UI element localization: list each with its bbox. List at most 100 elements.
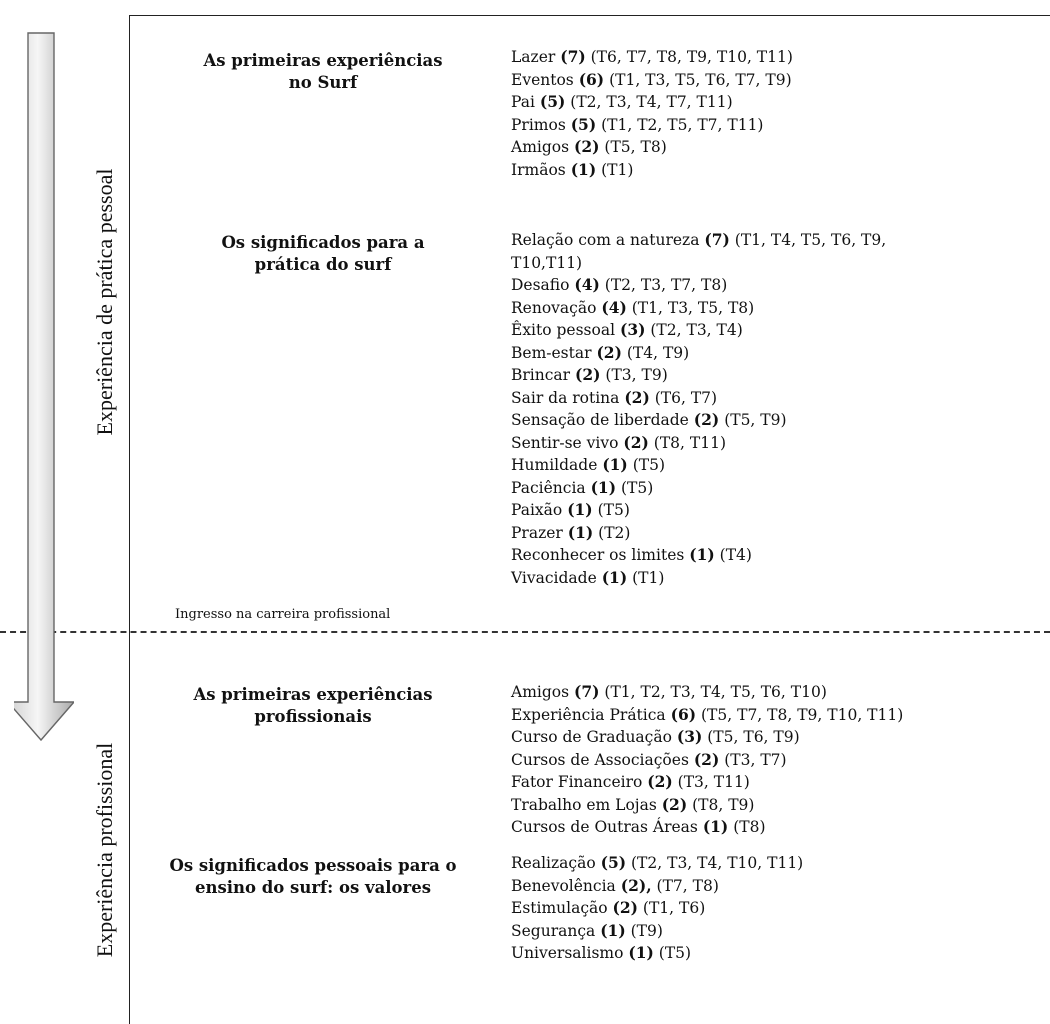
list-item: Irmãos (1) (T1) bbox=[511, 159, 793, 182]
item-count: (1) bbox=[600, 920, 626, 940]
item-refs: (T4) bbox=[719, 546, 752, 564]
item-count: (7) bbox=[574, 682, 600, 701]
item-name: Fator Financeiro bbox=[511, 773, 643, 791]
item-refs: (T2, T3, T4, T7, T11) bbox=[570, 93, 733, 111]
item-refs: (T5) bbox=[620, 478, 654, 497]
item-refs: (T1, T3, T5, T8) bbox=[631, 298, 755, 317]
item-name: Vivacidade bbox=[511, 568, 597, 587]
heading-meanings-surf-practice: Os significados para a prática do surf bbox=[158, 232, 488, 276]
item-refs: (T1) bbox=[601, 160, 634, 179]
list-item: Relação com a natureza (7) (T1, T4, T5, … bbox=[511, 229, 886, 274]
item-name: Cursos de Outras Áreas bbox=[511, 818, 698, 836]
item-count: (1) bbox=[590, 477, 617, 497]
item-refs: (T5, T9) bbox=[724, 411, 787, 429]
item-name: Sair da rotina bbox=[511, 388, 620, 407]
item-name: Êxito pessoal bbox=[511, 321, 616, 339]
item-refs: (T5, T7, T8, T9, T10, T11) bbox=[701, 705, 904, 724]
item-count: (3) bbox=[676, 727, 703, 746]
item-name: Bem-estar bbox=[511, 343, 592, 362]
frame-top-border bbox=[129, 15, 1050, 16]
item-refs: (T8, T11) bbox=[653, 433, 727, 452]
item-name: Prazer bbox=[511, 523, 563, 542]
item-refs: (T3, T9) bbox=[605, 366, 668, 384]
heading-first-surf-experiences-text: As primeiras experiências no Surf bbox=[203, 51, 443, 92]
item-refs: (T1, T4, T5, T6, T9, T10,T11) bbox=[511, 231, 887, 272]
item-name: Brincar bbox=[511, 366, 571, 384]
item-count: (3) bbox=[619, 320, 646, 339]
list-item: Primos (5) (T1, T2, T5, T7, T11) bbox=[511, 114, 793, 137]
axis-label-personal-practice: Experiência de prática pessoal bbox=[92, 168, 117, 436]
item-count: (6) bbox=[578, 69, 605, 89]
item-refs: (T1, T2, T3, T4, T5, T6, T10) bbox=[604, 683, 827, 701]
list-item: Cursos de Associações (2) (T3, T7) bbox=[511, 749, 903, 772]
heading-personal-meanings-teaching: Os significados pessoais para o ensino d… bbox=[138, 855, 488, 899]
item-name: Amigos bbox=[511, 138, 570, 156]
item-count: (7) bbox=[560, 47, 586, 66]
item-refs: (T3, T7) bbox=[724, 750, 787, 769]
item-count: (2) bbox=[661, 794, 688, 814]
item-name: Humildade bbox=[511, 456, 598, 474]
item-count: (2) bbox=[623, 432, 649, 452]
list-item: Curso de Graduação (3) (T5, T6, T9) bbox=[511, 726, 903, 749]
frame-left-border bbox=[129, 15, 130, 1024]
item-name: Primos bbox=[511, 115, 566, 134]
list-personal-meanings-teaching: Realização (5) (T2, T3, T4, T10, T11) Ben… bbox=[511, 852, 803, 965]
item-refs: (T9) bbox=[630, 921, 663, 940]
item-refs: (T5, T8) bbox=[604, 138, 667, 156]
item-count: (1) bbox=[602, 455, 628, 474]
item-name: Desafio bbox=[511, 276, 570, 294]
item-refs: (T1, T2, T5, T7, T11) bbox=[601, 115, 764, 134]
item-count: (2) bbox=[575, 365, 601, 384]
item-name: Segurança bbox=[511, 921, 596, 940]
item-refs: (T6, T7) bbox=[654, 388, 718, 407]
item-refs: (T7, T8) bbox=[656, 876, 719, 895]
list-item: Fator Financeiro (2) (T3, T11) bbox=[511, 771, 903, 794]
list-item: Reconhecer os limites (1) (T4) bbox=[511, 544, 886, 567]
list-item: Lazer (7) (T6, T7, T8, T9, T10, T11) bbox=[511, 46, 793, 69]
list-item: Realização (5) (T2, T3, T4, T10, T11) bbox=[511, 852, 803, 875]
item-count: (1) bbox=[702, 817, 729, 836]
list-item: Prazer (1) (T2) bbox=[511, 522, 886, 545]
list-item: Sentir-se vivo (2) (T8, T11) bbox=[511, 432, 886, 455]
item-refs: (T2, T3, T4, T10, T11) bbox=[631, 854, 804, 872]
list-meanings-surf-practice: Relação com a natureza (7) (T1, T4, T5, … bbox=[511, 229, 886, 589]
list-item: Vivacidade (1) (T1) bbox=[511, 567, 886, 590]
item-count: (4) bbox=[574, 275, 600, 294]
item-count: (1) bbox=[570, 159, 597, 179]
item-count: (7) bbox=[704, 230, 730, 249]
list-first-professional-experiences: Amigos (7) (T1, T2, T3, T4, T5, T6, T10)… bbox=[511, 681, 903, 839]
list-item: Sensação de liberdade (2) (T5, T9) bbox=[511, 409, 886, 432]
item-count: (4) bbox=[601, 297, 627, 317]
axis-label-professional-experience: Experiência profissional bbox=[92, 742, 117, 958]
career-entry-label: Ingresso na carreira profissional bbox=[175, 607, 391, 622]
item-refs: (T5) bbox=[658, 944, 692, 962]
list-item: Segurança (1) (T9) bbox=[511, 920, 803, 943]
list-item: Benevolência (2), (T7, T8) bbox=[511, 875, 803, 898]
item-count: (1) bbox=[628, 943, 654, 962]
item-count: (2) bbox=[647, 772, 673, 791]
list-item: Eventos (6) (T1, T3, T5, T6, T7, T9) bbox=[511, 69, 793, 92]
item-refs: (T2) bbox=[598, 523, 631, 542]
item-count: (5) bbox=[539, 92, 566, 111]
item-refs: (T1) bbox=[632, 568, 665, 587]
list-item: Pai (5) (T2, T3, T4, T7, T11) bbox=[511, 91, 793, 114]
list-item: Paixão (1) (T5) bbox=[511, 499, 886, 522]
item-count: (5) bbox=[600, 853, 627, 872]
item-count: (6) bbox=[670, 704, 697, 724]
item-refs: (T2, T3, T4) bbox=[650, 321, 743, 339]
list-item: Experiência Prática (6) (T5, T7, T8, T9,… bbox=[511, 704, 903, 727]
item-name: Experiência Prática bbox=[511, 705, 666, 724]
item-refs: (T1, T6) bbox=[642, 899, 706, 917]
heading-first-surf-experiences: As primeiras experiências no Surf bbox=[158, 50, 488, 94]
list-item: Trabalho em Lojas (2) (T8, T9) bbox=[511, 794, 903, 817]
list-item: Universalismo (1) (T5) bbox=[511, 942, 803, 965]
list-item: Cursos de Outras Áreas (1) (T8) bbox=[511, 816, 903, 839]
list-item: Bem-estar (2) (T4, T9) bbox=[511, 342, 886, 365]
item-count: (2) bbox=[612, 898, 638, 917]
item-count: (2) bbox=[574, 137, 600, 156]
item-name: Eventos bbox=[511, 70, 574, 89]
item-count: (2), bbox=[620, 875, 652, 895]
item-refs: (T4, T9) bbox=[626, 343, 690, 362]
item-name: Renovação bbox=[511, 298, 597, 317]
item-count: (2) bbox=[693, 410, 720, 429]
